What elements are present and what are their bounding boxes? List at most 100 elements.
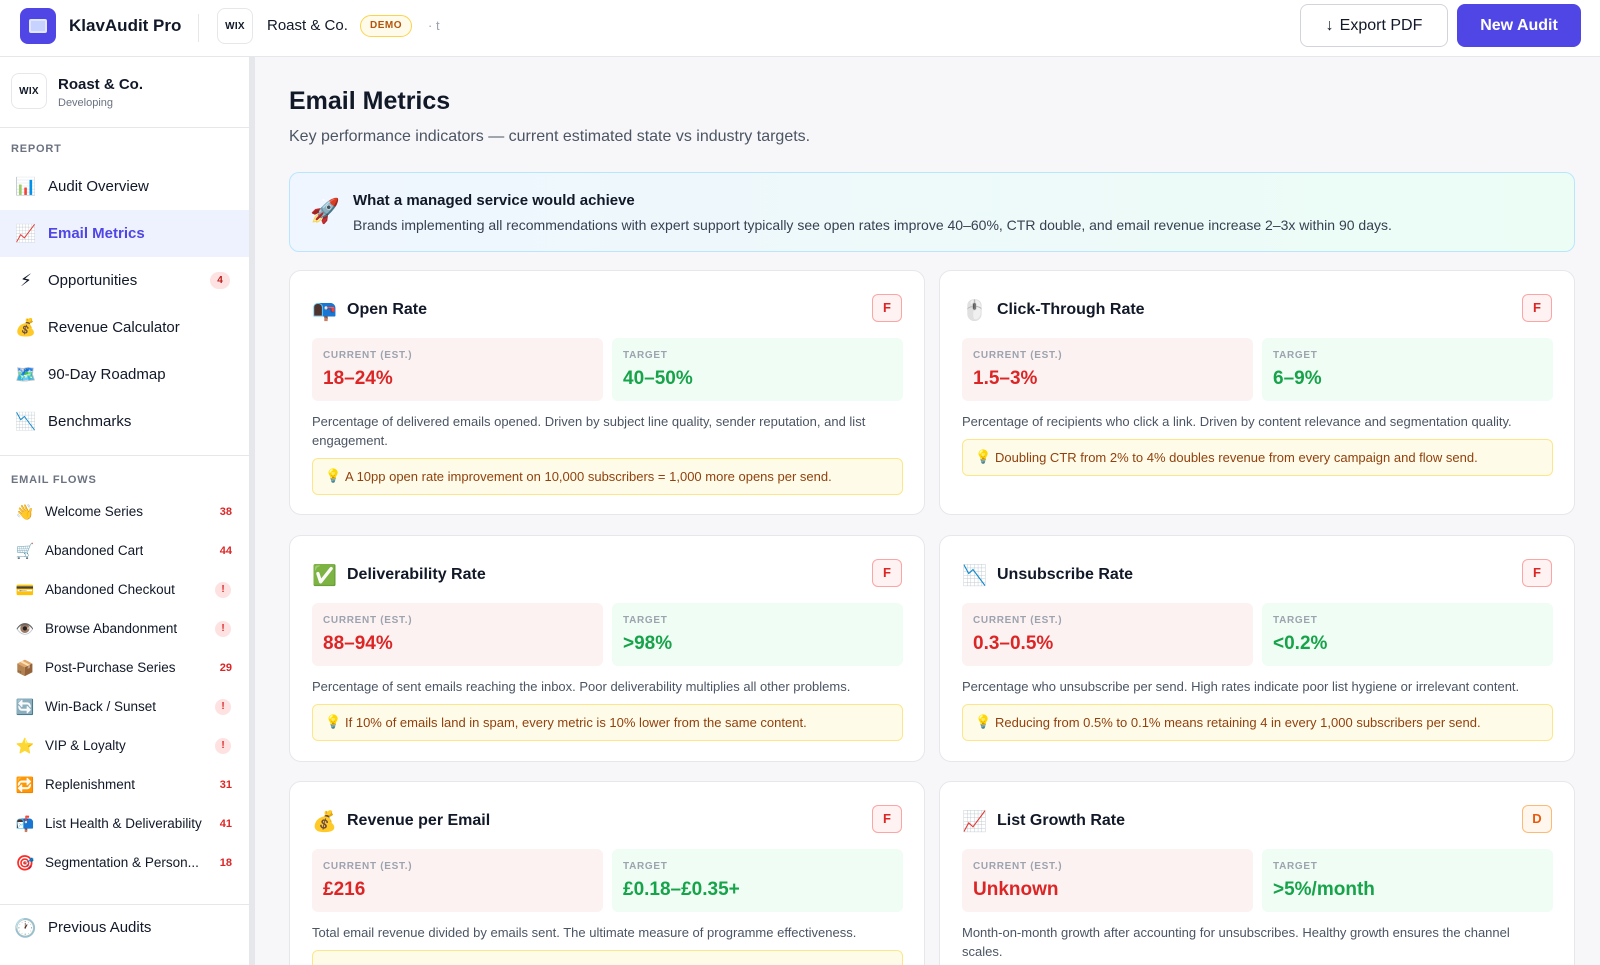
email-flows-section-label: EMAIL FLOWS xyxy=(11,474,97,486)
export-pdf-label: Export PDF xyxy=(1339,16,1423,34)
flow-item-replenishment[interactable]: 🔁 Replenishment 31 xyxy=(0,765,249,804)
flow-item-abandoned-cart[interactable]: 🛒 Abandoned Cart 44 xyxy=(0,531,249,570)
export-pdf-button[interactable]: ↓ Export PDF xyxy=(1300,4,1448,47)
sidebar-client[interactable]: WIX Roast & Co. Developing xyxy=(0,57,249,128)
tip-text: Reducing from 0.5% to 0.1% means retaini… xyxy=(995,715,1481,730)
sidebar-item-opportunities[interactable]: ⚡ Opportunities 4 xyxy=(0,257,249,304)
sidebar-client-status: Developing xyxy=(58,97,114,109)
previous-audits-button[interactable]: 🕐 Previous Audits xyxy=(0,904,249,951)
sidebar-item-label: Audit Overview xyxy=(48,178,149,195)
grade-badge: F xyxy=(872,294,902,322)
flow-item-abandoned-checkout[interactable]: 💳 Abandoned Checkout ! xyxy=(0,570,249,609)
current-value-box: CURRENT (EST.) 18–24% xyxy=(312,338,603,401)
current-value-box: CURRENT (EST.) 0.3–0.5% xyxy=(962,603,1253,666)
metric-description: Month-on-month growth after accounting f… xyxy=(962,925,1510,959)
target-value: >5%/month xyxy=(1273,879,1375,900)
missing-flow-badge: ! xyxy=(215,698,231,715)
current-value-box: CURRENT (EST.) 88–94% xyxy=(312,603,603,666)
current-value: 1.5–3% xyxy=(973,368,1038,389)
target-value: <0.2% xyxy=(1273,633,1328,654)
page-title: Email Metrics xyxy=(289,87,451,115)
money-bag-icon: 💰 xyxy=(312,811,337,833)
mouse-icon: 🖱️ xyxy=(962,300,987,322)
insight-tip xyxy=(312,950,903,965)
target-value: 40–50% xyxy=(623,368,693,389)
target-value-box: TARGET £0.18–£0.35+ xyxy=(612,849,903,912)
flow-item-vip-loyalty[interactable]: ⭐ VIP & Loyalty ! xyxy=(0,726,249,765)
missing-flow-badge: ! xyxy=(215,581,231,598)
target-value: £0.18–£0.35+ xyxy=(623,879,740,900)
sidebar-client-name: Roast & Co. xyxy=(58,76,144,93)
banner-text: Brands implementing all recommendations … xyxy=(353,217,1392,233)
grade-badge: D xyxy=(1522,805,1552,833)
current-label: CURRENT (EST.) xyxy=(973,615,1063,626)
client-name: Roast & Co. xyxy=(267,17,348,34)
page-subtitle: Key performance indicators — current est… xyxy=(289,128,811,145)
flow-item-post-purchase[interactable]: 📦 Post-Purchase Series 29 xyxy=(0,648,249,687)
metric-title: Click-Through Rate xyxy=(997,301,1145,318)
cart-icon: 🛒 xyxy=(15,542,35,560)
rocket-icon: 🚀 xyxy=(310,198,340,225)
check-icon: ✅ xyxy=(312,565,337,587)
flow-item-browse-abandonment[interactable]: 👁️ Browse Abandonment ! xyxy=(0,609,249,648)
sidebar-item-label: Benchmarks xyxy=(48,413,132,430)
flow-item-label: Welcome Series xyxy=(45,504,144,519)
sidebar-item-roadmap[interactable]: 🗺️ 90-Day Roadmap xyxy=(0,351,249,398)
metric-description: Percentage of sent emails reaching the i… xyxy=(312,679,851,694)
download-arrow-icon: ↓ xyxy=(1325,16,1334,34)
current-label: CURRENT (EST.) xyxy=(973,861,1063,872)
flow-item-label: Segmentation & Person... xyxy=(45,855,199,870)
app-name: KlavAudit Pro xyxy=(69,16,182,35)
target-value-box: TARGET >98% xyxy=(612,603,903,666)
metric-title: List Growth Rate xyxy=(997,812,1126,829)
flow-item-label: List Health & Deliverability xyxy=(45,816,202,831)
flow-score: 29 xyxy=(219,661,232,674)
lightbulb-icon: 💡 xyxy=(325,468,342,483)
sidebar-item-benchmarks[interactable]: 📉 Benchmarks xyxy=(0,398,249,445)
flow-item-win-back[interactable]: 🔄 Win-Back / Sunset ! xyxy=(0,687,249,726)
metric-description: Total email revenue divided by emails se… xyxy=(312,925,857,940)
flow-item-label: VIP & Loyalty xyxy=(45,738,126,753)
clock-icon: 🕐 xyxy=(14,918,37,938)
eye-icon: 👁️ xyxy=(15,620,35,638)
new-audit-button[interactable]: New Audit xyxy=(1457,4,1581,47)
current-value-box: CURRENT (EST.) 1.5–3% xyxy=(962,338,1253,401)
map-icon: 🗺️ xyxy=(15,364,37,384)
trend-up-icon: 📈 xyxy=(15,223,37,243)
waving-hand-icon: 👋 xyxy=(15,503,35,521)
sidebar-item-email-metrics[interactable]: 📈 Email Metrics xyxy=(0,210,249,257)
mailbox-icon: 📭 xyxy=(312,300,337,322)
sidebar-item-revenue-calculator[interactable]: 💰 Revenue Calculator xyxy=(0,304,249,351)
metric-card-list-growth-rate: 📈 List Growth Rate D CURRENT (EST.) Unkn… xyxy=(939,781,1575,965)
metric-description: Percentage who unsubscribe per send. Hig… xyxy=(962,679,1520,694)
insight-tip: 💡 A 10pp open rate improvement on 10,000… xyxy=(312,458,903,495)
trend-down-icon: 📉 xyxy=(962,565,987,587)
flow-item-segmentation[interactable]: 🎯 Segmentation & Person... 18 xyxy=(0,843,249,882)
divider xyxy=(0,455,249,456)
tip-text: A 10pp open rate improvement on 10,000 s… xyxy=(345,469,832,484)
lightbulb-icon: 💡 xyxy=(975,449,992,464)
target-value-box: TARGET 6–9% xyxy=(1262,338,1553,401)
metric-card-open-rate: 📭 Open Rate F CURRENT (EST.) 18–24% TARG… xyxy=(289,270,925,515)
metric-title: Unsubscribe Rate xyxy=(997,566,1134,583)
tip-text: If 10% of emails land in spam, every met… xyxy=(345,715,807,730)
money-bag-icon: 💰 xyxy=(15,317,37,337)
demo-badge: DEMO xyxy=(360,15,412,37)
credit-card-icon: 💳 xyxy=(15,581,35,599)
report-section-label: REPORT xyxy=(11,143,62,155)
current-value: 88–94% xyxy=(323,633,393,654)
flow-item-welcome-series[interactable]: 👋 Welcome Series 38 xyxy=(0,492,249,531)
missing-flow-badge: ! xyxy=(215,620,231,637)
flow-score: 41 xyxy=(219,817,232,830)
target-value-box: TARGET <0.2% xyxy=(1262,603,1553,666)
platform-badge: WIX xyxy=(217,8,253,44)
metric-card-revenue-per-email: 💰 Revenue per Email F CURRENT (EST.) £21… xyxy=(289,781,925,965)
target-label: TARGET xyxy=(1273,350,1318,361)
flow-item-label: Abandoned Checkout xyxy=(45,582,175,597)
flow-item-label: Post-Purchase Series xyxy=(45,660,176,675)
flow-item-label: Browse Abandonment xyxy=(45,621,178,636)
sidebar-item-audit-overview[interactable]: 📊 Audit Overview xyxy=(0,163,249,210)
target-label: TARGET xyxy=(623,615,668,626)
target-value: >98% xyxy=(623,633,673,654)
flow-item-list-health[interactable]: 📬 List Health & Deliverability 41 xyxy=(0,804,249,843)
